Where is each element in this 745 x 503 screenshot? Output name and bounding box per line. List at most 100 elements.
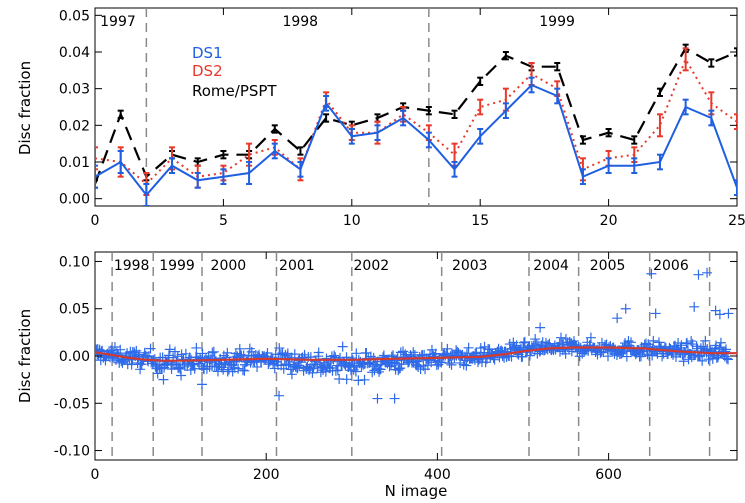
errorbar-0-23	[682, 98, 689, 116]
scatter-point-167	[233, 363, 244, 374]
scatter-point-752	[389, 393, 400, 404]
scatter-point-736	[720, 346, 731, 357]
scatter-point-709	[697, 355, 708, 366]
y-tick-label-2: 0.00	[59, 349, 90, 365]
series-line-rome-pspt	[95, 46, 737, 185]
bottom-scatter-clip	[95, 267, 734, 404]
errorbar-1-0	[95, 146, 98, 171]
y-tick-label-2: 0.02	[59, 118, 90, 134]
errorbar-2-8	[297, 146, 304, 156]
year-label-8: 2006	[653, 258, 689, 274]
scatter-point-358	[396, 359, 407, 370]
scatter-point-172	[237, 365, 248, 376]
scatter-point-230	[286, 369, 297, 380]
x-tick-label-4: 20	[600, 213, 618, 229]
scatter-point-508	[524, 350, 535, 361]
top-plot-frame	[94, 7, 738, 207]
errorbar-2-21	[631, 135, 638, 145]
errorbar-0-3	[169, 157, 176, 174]
bottom-smooth-line	[94, 346, 737, 362]
bottom-y-ticks: -0.10 -0.05 0.00 0.05 0.10	[54, 254, 737, 460]
scatter-point-87	[164, 344, 175, 355]
x-tick-label-2: 400	[424, 467, 451, 483]
scatter-point-599	[602, 351, 613, 362]
x-tick-label-0: 0	[91, 213, 100, 229]
scatter-point-652	[648, 335, 659, 346]
scatter-point-433	[461, 360, 472, 371]
scatter-point-502	[519, 336, 530, 347]
scatter-point-64	[145, 343, 156, 354]
scatter-point-137	[207, 347, 218, 358]
errorbar-0-0	[95, 164, 98, 189]
bottom-x-axis-label: N image	[385, 482, 448, 500]
scatter-point-740	[612, 313, 623, 324]
scatter-point-201	[262, 347, 273, 358]
scatter-point-691	[681, 337, 692, 348]
scatter-point-614	[616, 348, 627, 359]
errorbar-2-22	[656, 87, 663, 97]
scatter-point-738	[721, 353, 732, 364]
top-series-group	[95, 43, 737, 206]
scatter-point-743	[650, 308, 661, 319]
year-label-3: 2001	[279, 258, 315, 274]
errorbar-0-7	[271, 142, 278, 160]
year-label-6: 2004	[533, 258, 569, 274]
errorbar-2-24	[708, 58, 715, 68]
scatter-point-754	[197, 379, 207, 390]
errorbar-0-10	[348, 128, 355, 145]
y-tick-label-1: 0.01	[59, 155, 90, 171]
series-line-ds2	[95, 57, 737, 186]
scatter-point-514	[530, 334, 541, 345]
scatter-point-354	[393, 365, 404, 376]
scatter-point-726	[711, 352, 722, 363]
errorbar-2-25	[734, 47, 737, 57]
year-label-1: 1998	[282, 14, 318, 30]
scatter-point-710	[698, 341, 709, 352]
scatter-point-745	[693, 269, 704, 280]
scatter-point-122	[194, 353, 205, 364]
year-label-4: 2002	[354, 258, 390, 274]
y-tick-label-3: 0.05	[59, 302, 90, 318]
scatter-point-623	[623, 336, 634, 347]
year-label-0: 1998	[114, 258, 150, 274]
scatter-point-304	[350, 366, 361, 377]
scatter-point-138	[208, 346, 219, 357]
scatter-point-281	[330, 365, 341, 376]
scatter-point-235	[291, 362, 302, 373]
scatter-point-489	[509, 342, 520, 353]
scatter-point-515	[531, 339, 542, 350]
year-label-5: 2003	[452, 258, 488, 274]
top-panel: 1997 1998 1999 0 5 10 15 20 25 0.00 0.01 0.02 0.03…	[16, 7, 745, 229]
legend-ds2: DS2	[192, 62, 223, 80]
y-tick-label-5: 0.05	[59, 8, 90, 24]
errorbar-0-14	[451, 161, 458, 178]
scatter-point-731	[715, 337, 726, 348]
scatter-point-300	[346, 353, 357, 364]
x-tick-label-3: 15	[471, 213, 489, 229]
scatter-point-621	[621, 351, 632, 362]
scatter-point-23	[109, 342, 120, 353]
errorbar-0-20	[605, 157, 612, 174]
scatter-point-294	[341, 374, 352, 385]
scatter-point-643	[640, 338, 651, 349]
errorbar-0-6	[246, 161, 253, 185]
errorbar-2-20	[605, 128, 612, 138]
y-tick-label-1: -0.05	[54, 396, 90, 412]
scatter-point-713	[700, 335, 711, 346]
errorbar-2-14	[451, 109, 458, 119]
top-series-clip	[95, 43, 737, 206]
scatter-point-562	[571, 341, 582, 352]
scatter-point-154	[222, 347, 233, 358]
scatter-point-430	[458, 359, 469, 370]
errorbar-0-11	[374, 124, 381, 141]
top-y-ticks: 0.00 0.01 0.02 0.03 0.04 0.05	[59, 8, 737, 208]
errorbar-0-12	[400, 109, 407, 127]
scatter-point-86	[163, 350, 174, 361]
scatter-point-741	[620, 303, 631, 314]
scatter-point-501	[518, 337, 529, 348]
errorbar-2-15	[477, 76, 484, 86]
errorbar-1-15	[477, 98, 484, 116]
bottom-year-labels: 1998 1999 2000 2001 2002 2003 2004 2005 2006	[114, 258, 689, 274]
scatter-point-313	[358, 359, 369, 370]
